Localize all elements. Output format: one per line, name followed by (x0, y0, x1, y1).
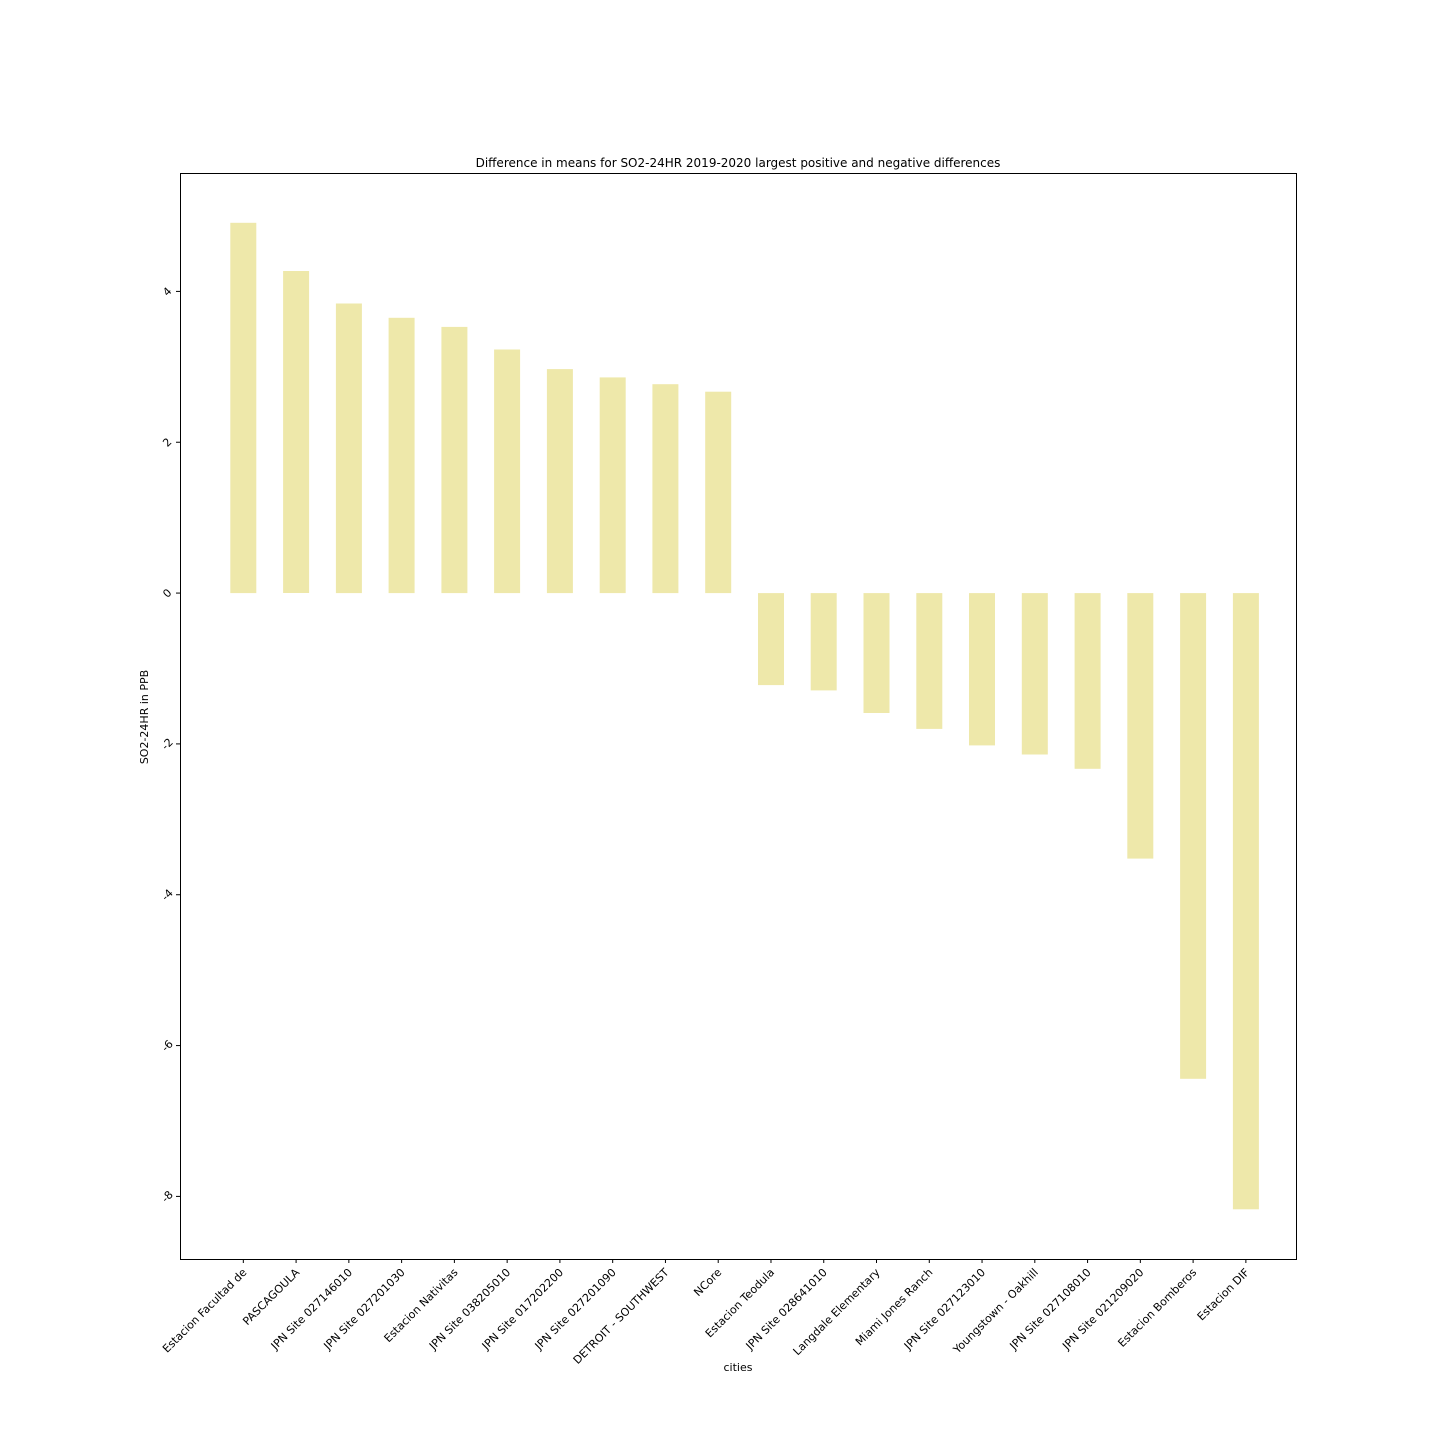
x-tick-label: Estacion DIF (1195, 1266, 1252, 1323)
x-tick-label: Langdale Elementary (791, 1266, 883, 1358)
bar (335, 303, 362, 594)
x-tick-label: DETROIT - SOUTHWEST (571, 1266, 672, 1367)
y-axis-label: SO2-24HR in PPB (138, 670, 151, 764)
y-tick-label: -6 (159, 1037, 176, 1054)
bar (388, 317, 415, 594)
bar (441, 326, 468, 594)
bar (969, 593, 995, 746)
bar (1127, 593, 1154, 859)
y-tick-label: -4 (159, 887, 176, 904)
bar (1232, 593, 1259, 1210)
bar (863, 593, 890, 713)
x-tick-label: NCore (691, 1266, 724, 1299)
bar (916, 593, 943, 729)
y-tick-label: -8 (159, 1188, 176, 1205)
plot-area-frame (180, 173, 1297, 1260)
y-tick-label: -2 (159, 736, 176, 753)
bar (1074, 593, 1101, 769)
bar (758, 593, 784, 686)
y-tick-label: 4 (160, 285, 174, 299)
x-tick-label: Estacion Facultad de (160, 1266, 250, 1356)
x-axis-label: cities (724, 1361, 753, 1374)
y-tick-label: 2 (160, 435, 174, 449)
bar (599, 377, 626, 594)
bar (1021, 593, 1048, 755)
y-axis-ticks: 4 2 0 -2 -4 -6 -8 (159, 285, 180, 1205)
bar (652, 384, 679, 594)
bar (494, 349, 521, 594)
bar (230, 222, 257, 594)
y-tick-label: 0 (160, 586, 174, 600)
chart-title: Difference in means for SO2-24HR 2019-20… (476, 156, 1001, 170)
bar (810, 593, 837, 691)
x-tick-label: Youngstown - Oakhill (950, 1266, 1041, 1357)
bar (1180, 593, 1207, 1079)
bars-group (230, 222, 1259, 1210)
bar (283, 271, 310, 593)
bar (546, 369, 573, 594)
bar (705, 391, 732, 594)
